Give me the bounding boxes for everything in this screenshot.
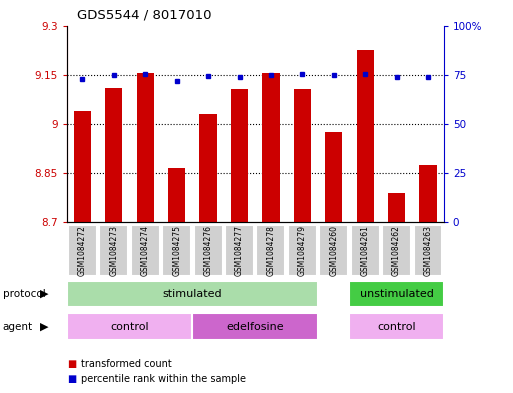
Bar [349,281,444,307]
Text: ■: ■ [67,374,76,384]
Bar [294,90,311,222]
Bar [357,50,374,222]
Bar [382,225,411,276]
Text: GSM1084275: GSM1084275 [172,225,181,276]
Bar [420,165,437,222]
Text: GSM1084260: GSM1084260 [329,225,338,276]
Bar [168,168,185,222]
Bar [105,88,123,222]
Bar [162,225,191,276]
Bar [74,111,91,222]
Bar [225,225,254,276]
Bar [349,313,444,340]
Bar [351,225,380,276]
Text: transformed count: transformed count [81,358,172,369]
Bar [413,225,443,276]
Bar [256,225,285,276]
Text: stimulated: stimulated [163,289,222,299]
Text: GSM1084278: GSM1084278 [266,225,275,276]
Bar [262,73,280,222]
Text: unstimulated: unstimulated [360,289,433,299]
Bar [131,225,160,276]
Text: percentile rank within the sample: percentile rank within the sample [81,374,246,384]
Bar [288,225,317,276]
Bar [325,132,342,222]
Text: GSM1084276: GSM1084276 [204,225,212,276]
Bar [100,225,128,276]
Text: control: control [377,321,416,332]
Text: control: control [110,321,149,332]
Bar [192,313,318,340]
Text: GDS5544 / 8017010: GDS5544 / 8017010 [77,9,211,22]
Bar [67,281,318,307]
Text: GSM1084261: GSM1084261 [361,225,370,276]
Bar [319,225,348,276]
Bar [193,225,223,276]
Bar [200,114,216,222]
Text: ■: ■ [67,358,76,369]
Text: edelfosine: edelfosine [226,321,284,332]
Bar [388,193,405,222]
Text: GSM1084273: GSM1084273 [109,225,119,276]
Text: GSM1084279: GSM1084279 [298,225,307,276]
Text: agent: agent [3,321,33,332]
Bar [136,73,154,222]
Text: GSM1084277: GSM1084277 [235,225,244,276]
Text: GSM1084262: GSM1084262 [392,225,401,276]
Text: GSM1084274: GSM1084274 [141,225,150,276]
Text: ▶: ▶ [40,321,49,332]
Text: GSM1084263: GSM1084263 [424,225,432,276]
Text: ▶: ▶ [40,289,49,299]
Text: GSM1084272: GSM1084272 [78,225,87,276]
Text: protocol: protocol [3,289,45,299]
Bar [67,313,192,340]
Bar [68,225,97,276]
Bar [231,90,248,222]
